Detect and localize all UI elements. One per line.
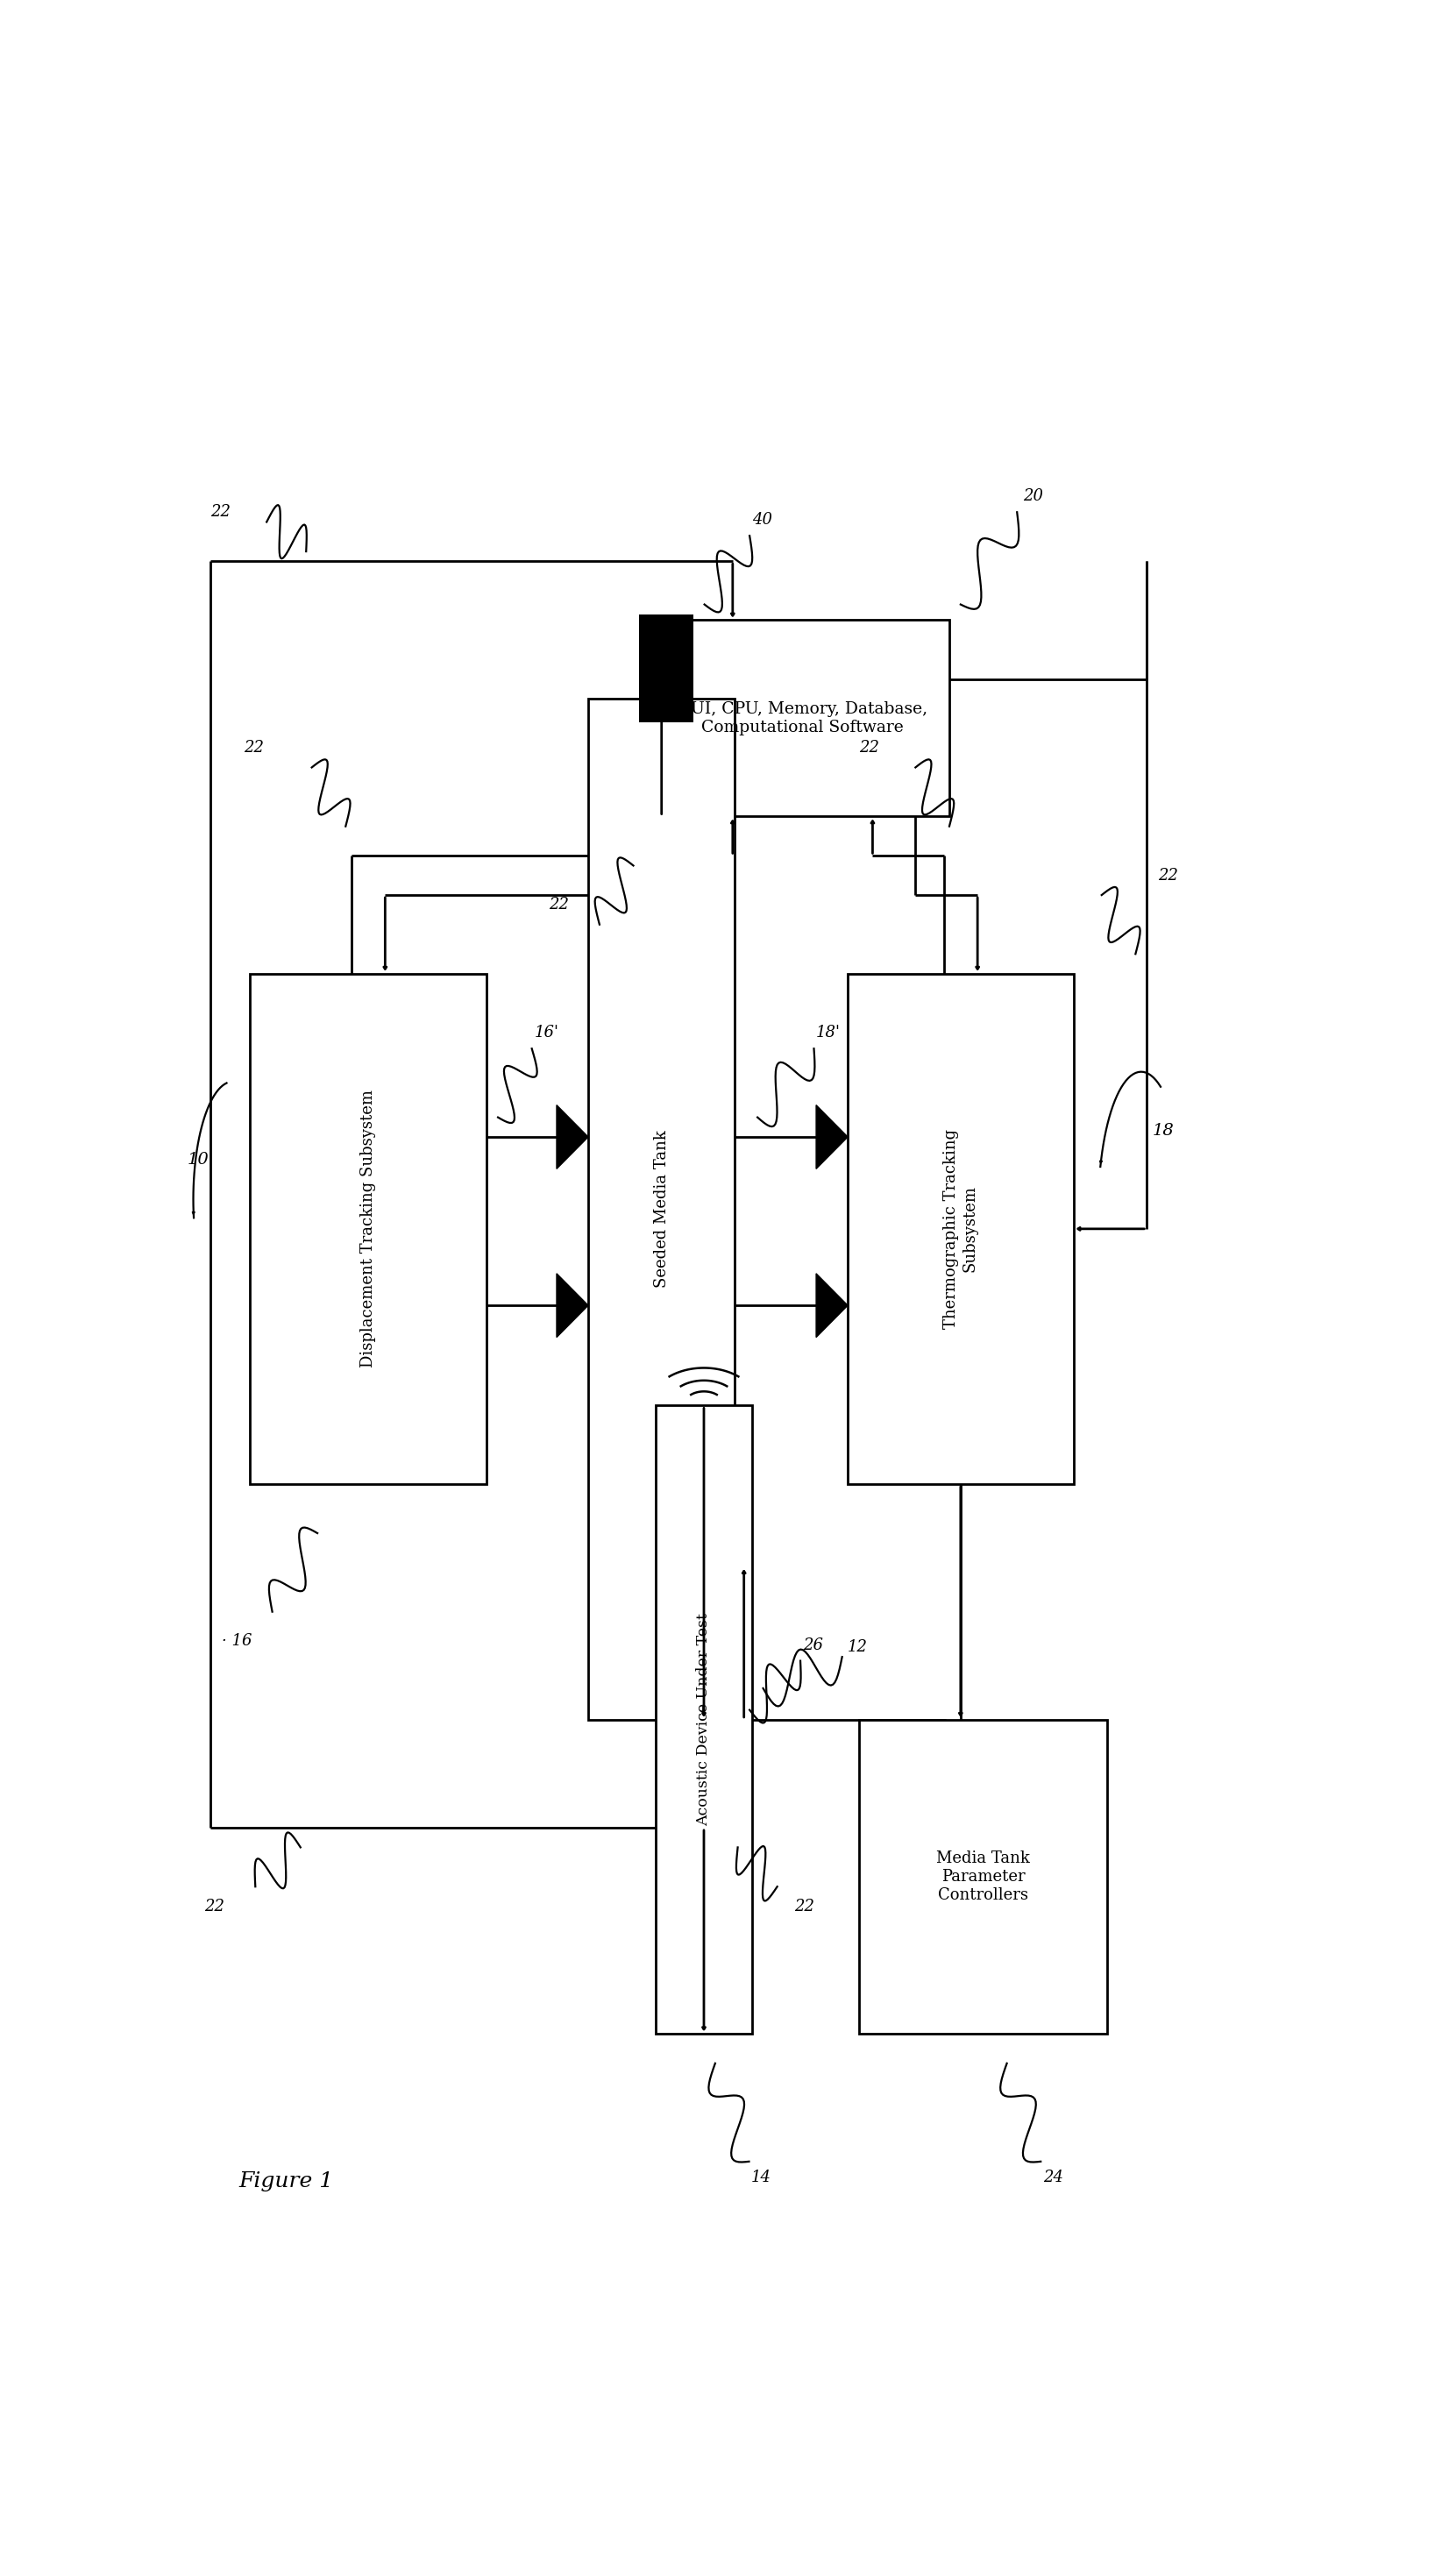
Text: 22: 22	[210, 505, 230, 520]
Text: Media Tank
Parameter
Controllers: Media Tank Parameter Controllers	[936, 1851, 1029, 1902]
Text: Thermographic Tracking
Subsystem: Thermographic Tracking Subsystem	[943, 1130, 977, 1329]
Polygon shape	[556, 1104, 588, 1168]
Text: 26: 26	[802, 1637, 823, 1652]
Text: 12: 12	[847, 1640, 868, 1655]
Bar	[639, 615, 693, 722]
Text: 24: 24	[1042, 2170, 1063, 2185]
Text: 18: 18	[1153, 1122, 1174, 1137]
Text: 22: 22	[859, 739, 879, 755]
Text: 22: 22	[794, 1897, 814, 1915]
Text: Seeded Media Tank: Seeded Media Tank	[654, 1130, 670, 1288]
Text: Displacement Tracking Subsystem: Displacement Tracking Subsystem	[360, 1089, 376, 1367]
Text: Figure 1: Figure 1	[239, 2170, 333, 2190]
Text: 14: 14	[751, 2170, 772, 2185]
Text: 22: 22	[245, 739, 264, 755]
Text: 18': 18'	[817, 1025, 840, 1040]
Text: 20: 20	[1022, 490, 1042, 505]
Bar	[588, 699, 735, 1719]
Text: 22: 22	[1158, 867, 1178, 882]
Text: 22: 22	[204, 1897, 224, 1915]
Bar	[859, 1719, 1107, 2035]
Text: 16': 16'	[534, 1025, 559, 1040]
Text: 22: 22	[549, 898, 569, 913]
Bar	[657, 620, 949, 816]
Polygon shape	[556, 1272, 588, 1336]
Polygon shape	[817, 1272, 847, 1336]
Polygon shape	[817, 1104, 847, 1168]
Text: Acoustic Device Under Test: Acoustic Device Under Test	[696, 1614, 712, 1826]
Bar	[847, 974, 1073, 1484]
Text: 40: 40	[751, 513, 772, 528]
Text: 10: 10	[188, 1153, 210, 1168]
Bar	[250, 974, 486, 1484]
Text: GUI, CPU, Memory, Database,
Computational Software: GUI, CPU, Memory, Database, Computationa…	[677, 701, 927, 734]
Text: · 16: · 16	[221, 1635, 252, 1650]
Bar	[657, 1405, 751, 2035]
